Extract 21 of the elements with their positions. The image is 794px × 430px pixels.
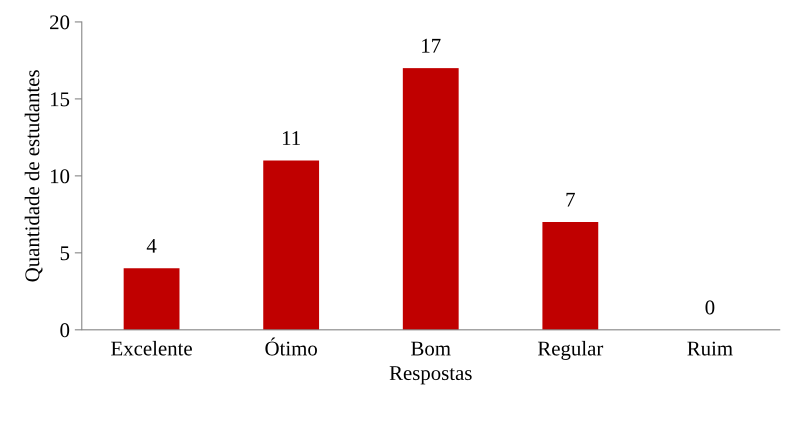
bar [542, 222, 598, 330]
y-tick-label: 5 [60, 246, 70, 260]
bar [402, 68, 459, 330]
x-tick-label: Excelente [111, 340, 192, 356]
x-tick-label: Bom [411, 342, 451, 356]
data-label: 4 [146, 238, 156, 253]
x-axis-title: Respostas [390, 366, 472, 384]
x-tick-label: Ruim [687, 342, 733, 356]
bar [124, 268, 180, 330]
y-tick-label: 20 [50, 15, 70, 30]
y-tick-label: 10 [50, 169, 70, 184]
bar [263, 160, 320, 330]
y-tick-label: 15 [50, 92, 70, 106]
data-label: 17 [422, 38, 441, 53]
x-tick-label: Ótimo [265, 338, 317, 356]
data-label: 11 [282, 131, 300, 145]
y-axis-title: Quantidade de estudantes [24, 70, 43, 282]
y-tick-label: 0 [60, 323, 70, 338]
x-tick-label: Regular [538, 340, 604, 360]
data-label: 0 [706, 300, 714, 314]
data-label: 7 [566, 192, 575, 207]
